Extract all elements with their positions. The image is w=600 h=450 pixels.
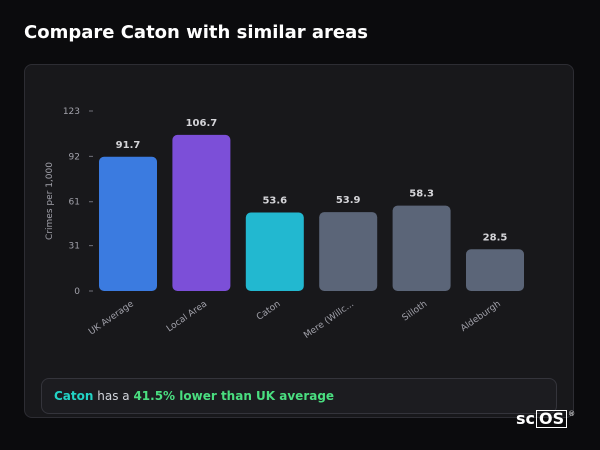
page-title: Compare Caton with similar areas — [24, 22, 368, 43]
bar[interactable] — [392, 205, 451, 291]
bar-value-label: 106.7 — [186, 118, 218, 129]
summary-text: has a — [93, 389, 134, 403]
x-tick-label: Aldeburgh — [459, 299, 503, 334]
chart-card: 0 31 61 92 123 91.7 106.7 53.6 53.9 58.3 28.5 UK … — [24, 64, 574, 418]
y-tick-label: 31 — [69, 242, 80, 252]
x-tick-label: UK Average — [87, 299, 136, 337]
bar-value-label: 58.3 — [409, 189, 434, 200]
y-tick-label: 0 — [74, 287, 80, 297]
bar[interactable] — [319, 212, 378, 291]
bar-chart: 0 31 61 92 123 91.7 106.7 53.6 53.9 58.3 28.5 UK … — [45, 107, 524, 341]
logo-prefix: sc — [516, 409, 536, 428]
bar-value-label: 53.6 — [262, 196, 287, 207]
bar[interactable] — [172, 134, 231, 291]
value-labels: 91.7 106.7 53.6 53.9 58.3 28.5 — [116, 118, 508, 243]
logo-boxed: OS — [536, 410, 568, 428]
bars — [99, 134, 524, 291]
summary-place: Caton — [54, 389, 94, 403]
bar-value-label: 53.9 — [336, 195, 361, 206]
summary-delta: 41.5% lower than UK average — [133, 389, 335, 403]
y-axis: 0 31 61 92 123 — [63, 107, 93, 297]
summary-banner: Caton has a 41.5% lower than UK average — [41, 378, 557, 414]
x-tick-label: Mere (Willc... — [302, 299, 356, 341]
bar-value-label: 28.5 — [483, 232, 508, 243]
y-tick-label: 123 — [63, 107, 80, 117]
x-axis-labels: UK Average Local Area Caton Mere (Willc... S… — [87, 299, 503, 341]
x-tick-label: Silloth — [401, 299, 430, 323]
bar[interactable] — [466, 249, 524, 291]
x-tick-label: Local Area — [165, 299, 209, 334]
bar[interactable] — [245, 212, 304, 291]
logo-registered-mark: ® — [568, 410, 576, 418]
y-tick-label: 61 — [69, 198, 80, 208]
scos-logo: sc OS ® — [516, 410, 575, 428]
y-axis-title: Crimes per 1,000 — [45, 162, 55, 240]
bar[interactable] — [99, 156, 157, 291]
x-tick-label: Caton — [255, 299, 282, 322]
bar-value-label: 91.7 — [116, 140, 141, 151]
y-tick-label: 92 — [69, 152, 80, 162]
